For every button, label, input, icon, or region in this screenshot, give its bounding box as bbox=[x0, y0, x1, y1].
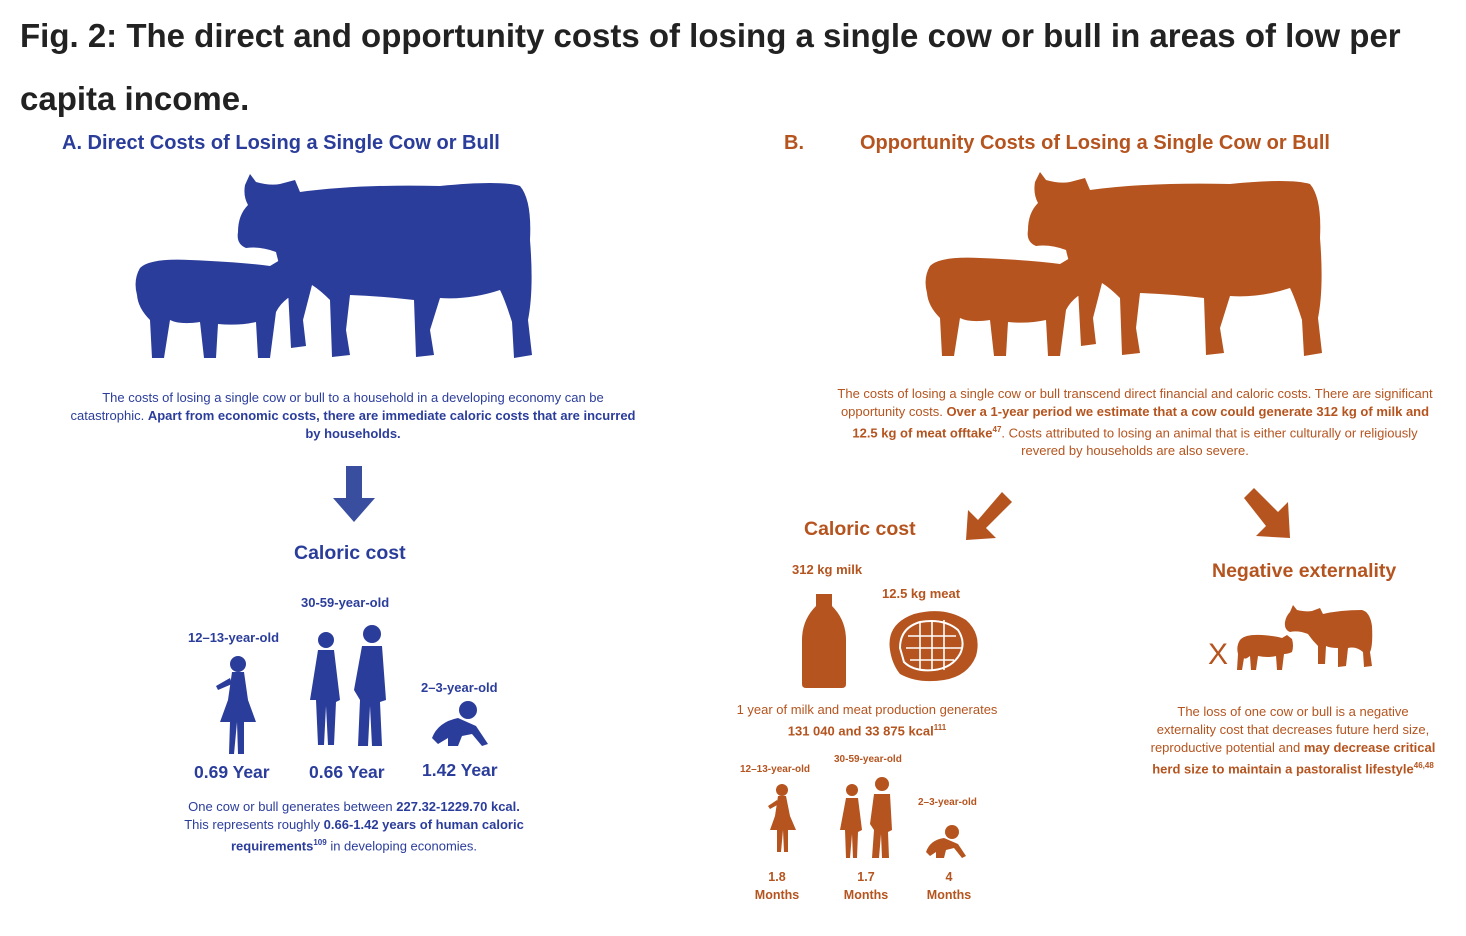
girl-icon bbox=[768, 784, 796, 852]
panel-b-age-adult: 30-59-year-old bbox=[834, 754, 902, 765]
panel-a-age-adult: 30-59-year-old bbox=[301, 595, 390, 610]
girl-icon bbox=[216, 656, 256, 754]
panel-a-value-child: 0.69 Year bbox=[194, 762, 270, 782]
panel-a-intro: The costs of losing a single cow or bull… bbox=[70, 390, 636, 441]
man-icon bbox=[870, 777, 892, 858]
meat-label: 12.5 kg meat bbox=[882, 586, 961, 601]
milk-bottle-icon bbox=[802, 594, 846, 688]
arrow-down-right-icon bbox=[1244, 488, 1290, 538]
panel-b-intro: The costs of losing a single cow or bull… bbox=[837, 386, 1433, 459]
panel-b-age-child: 12–13-year-old bbox=[740, 764, 811, 775]
man-icon bbox=[354, 625, 386, 746]
panel-b-value-toddler: 4 Months bbox=[926, 870, 972, 902]
panel-b-caloric-cost-label: Caloric cost bbox=[804, 518, 916, 540]
milk-label: 312 kg milk bbox=[792, 562, 863, 577]
panel-a-value-adult: 0.66 Year bbox=[309, 762, 385, 782]
panel-a-value-toddler: 1.42 Year bbox=[422, 760, 498, 780]
x-mark: X bbox=[1208, 638, 1229, 671]
panel-b-title: Opportunity Costs of Losing a Single Cow… bbox=[860, 132, 1330, 154]
baby-icon bbox=[926, 825, 966, 858]
panel-b-age-toddler: 2–3-year-old bbox=[918, 797, 977, 808]
panel-a-summary: One cow or bull generates between 227.32… bbox=[184, 799, 524, 854]
panel-b-value-child: 1.8 Months bbox=[754, 870, 800, 902]
panel-a-title: A. Direct Costs of Losing a Single Cow o… bbox=[62, 132, 500, 154]
panel-b-value-adult: 1.7 Months bbox=[843, 870, 889, 902]
negative-externality-label: Negative externality bbox=[1212, 560, 1397, 582]
arrow-down-left-icon bbox=[966, 492, 1012, 540]
panel-a-age-child: 12–13-year-old bbox=[188, 630, 280, 645]
woman-icon bbox=[840, 784, 862, 858]
woman-icon bbox=[310, 632, 340, 745]
meat-steak-icon bbox=[889, 611, 978, 682]
figure-title: Fig. 2: The direct and opportunity costs… bbox=[20, 17, 1401, 117]
baby-icon bbox=[432, 701, 488, 746]
panel-b-production: 1 year of milk and meat production gener… bbox=[736, 702, 998, 739]
externality-text: The loss of one cow or bull is a negativ… bbox=[1150, 704, 1436, 777]
panel-b-label: B. bbox=[784, 132, 804, 154]
panel-a-age-toddler: 2–3-year-old bbox=[421, 680, 498, 695]
panel-a-caloric-cost-label: Caloric cost bbox=[294, 542, 406, 564]
